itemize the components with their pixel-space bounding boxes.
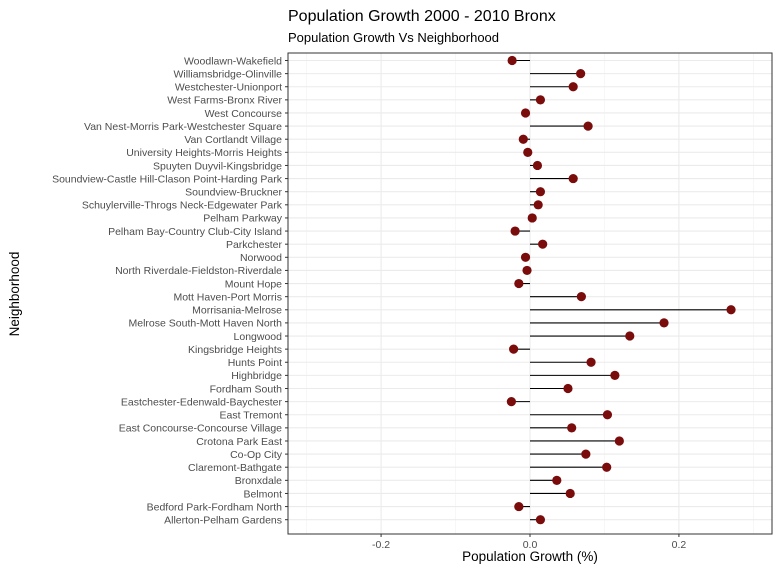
y-tick-label: Mount Hope [225,278,282,290]
y-tick-label: Spuyten Duyvil-Kingsbridge [153,160,282,172]
y-tick-label: Schuylerville-Throgs Neck-Edgewater Park [82,200,283,212]
data-point [518,134,528,144]
data-point [726,305,736,315]
data-point [527,213,537,223]
y-tick-label: Westchester-Unionport [175,82,282,94]
x-axis-ticks: -0.2 0.0 0.2 [372,534,686,551]
y-tick-label: University Heights-Morris Heights [126,147,282,159]
data-point [610,370,620,380]
y-tick-label: Pelham Parkway [203,213,283,225]
data-point [506,397,516,407]
y-tick-label: Bronxdale [235,475,282,487]
y-tick-label: Soundview-Castle Hill-Clason Point-Hardi… [52,173,283,185]
y-tick-label: Morrisania-Melrose [192,305,282,317]
x-tick-label: 0.0 [523,539,538,551]
x-axis-title: Population Growth (%) [462,549,598,564]
y-tick-label: Highbridge [231,370,282,382]
data-point [535,95,546,105]
y-tick-label: Crotona Park East [196,436,282,448]
y-tick-label: Melrose South-Mott Haven North [129,318,283,330]
y-tick-label: Norwood [240,252,282,264]
data-point [509,344,519,354]
data-point [586,357,596,367]
y-tick-label: Allerton-Pelham Gardens [164,515,282,527]
data-point [602,410,613,420]
y-tick-label: Fordham South [210,383,283,395]
y-tick-label: Soundview-Bruckner [185,187,282,199]
y-tick-label: West Farms-Bronx River [167,95,282,107]
x-tick-label: 0.2 [672,539,687,551]
data-point [514,501,524,512]
data-point [535,187,546,197]
data-point [532,160,543,171]
data-point [520,252,531,262]
y-tick-label: Eastchester-Edenwald-Baychester [121,396,283,408]
data-point [614,436,624,446]
y-tick-label: Kingsbridge Heights [188,344,282,356]
points-layer [506,55,736,525]
data-point [507,55,517,66]
data-point [568,82,578,92]
y-tick-label: North Riverdale-Fieldston-Riverdale [115,265,282,277]
y-axis-ticks: Woodlawn-WakefieldWilliamsbridge-Olinvil… [52,55,288,527]
y-tick-label: Van Nest-Morris Park-Westchester Square [84,121,282,133]
y-tick-label: Van Cortlandt Village [184,134,282,146]
y-tick-label: Longwood [234,331,283,343]
y-axis-title: Neighborhood [7,252,22,337]
data-point [535,515,546,525]
data-point [567,423,577,433]
chart-subtitle: Population Growth Vs Neighborhood [288,30,499,45]
data-point [522,265,532,276]
y-tick-label: Woodlawn-Wakefield [184,55,282,67]
y-tick-label: East Tremont [220,410,283,422]
data-point [552,475,562,485]
data-point [576,292,586,302]
x-tick-label: -0.2 [372,539,390,551]
data-point [568,173,578,184]
chart-title: Population Growth 2000 - 2010 Bronx [288,8,556,25]
data-point [520,108,531,118]
data-point [538,239,548,249]
y-tick-label: Parkchester [226,239,283,251]
y-tick-label: Co-Op City [230,449,283,461]
data-point [602,462,612,472]
y-tick-label: Bedford Park-Fordham North [147,501,283,513]
y-tick-label: Pelham Bay-Country Club-City Island [108,226,282,238]
data-point [533,200,543,210]
y-tick-label: Belmont [243,488,282,500]
data-point [625,331,635,341]
data-point [581,449,591,459]
data-point [659,318,669,328]
data-point [583,121,593,131]
data-point [563,383,573,394]
y-tick-label: East Concourse-Concourse Village [119,423,282,435]
data-point [510,226,520,236]
y-tick-label: West Concourse [205,108,283,120]
y-tick-label: Hunts Point [228,357,282,369]
data-point [523,147,533,157]
y-tick-label: Claremont-Bathgate [188,462,282,474]
y-tick-label: Williamsbridge-Olinville [173,68,282,80]
data-point [514,278,524,289]
data-point [576,69,586,79]
y-tick-label: Mott Haven-Port Morris [173,291,282,303]
data-point [565,488,575,499]
